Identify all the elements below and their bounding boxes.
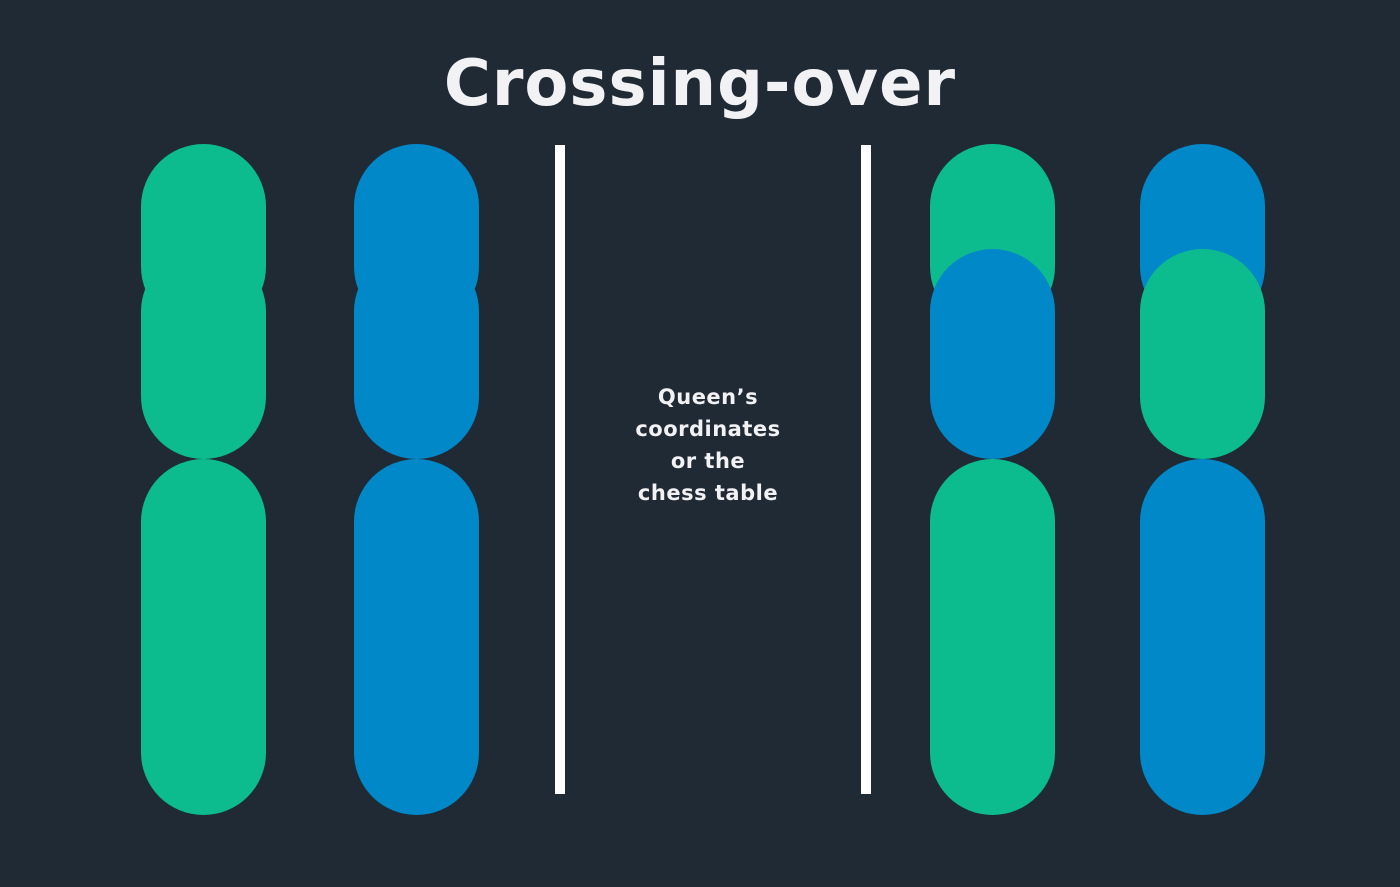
left-divider xyxy=(555,145,565,794)
chromosome-1-before-top-arm xyxy=(141,249,266,459)
chromosome-1-before-bottom-arm xyxy=(141,459,266,815)
chromosome-2-before xyxy=(354,144,479,815)
chromosome-2-after-top-arm xyxy=(1140,249,1265,459)
chromosome-2-before-top-arm xyxy=(354,249,479,459)
chromosome-1-after xyxy=(930,144,1055,815)
caption-line: coordinates xyxy=(635,417,781,441)
center-caption: Queen’s coordinates or the chess table xyxy=(583,381,833,509)
caption-line: or the xyxy=(670,449,746,473)
caption-line: chess table xyxy=(637,481,779,505)
chromosome-2-before-bottom-arm xyxy=(354,459,479,815)
caption-line: Queen’s xyxy=(657,385,759,409)
chromosome-2-after xyxy=(1140,144,1265,815)
diagram-title: Crossing-over xyxy=(443,47,957,121)
chromosome-1-after-bottom-arm xyxy=(930,459,1055,815)
chromosome-1-after-top-arm xyxy=(930,249,1055,459)
chromosome-1-before xyxy=(141,144,266,815)
right-divider xyxy=(861,145,871,794)
chromosome-2-after-bottom-arm xyxy=(1140,459,1265,815)
